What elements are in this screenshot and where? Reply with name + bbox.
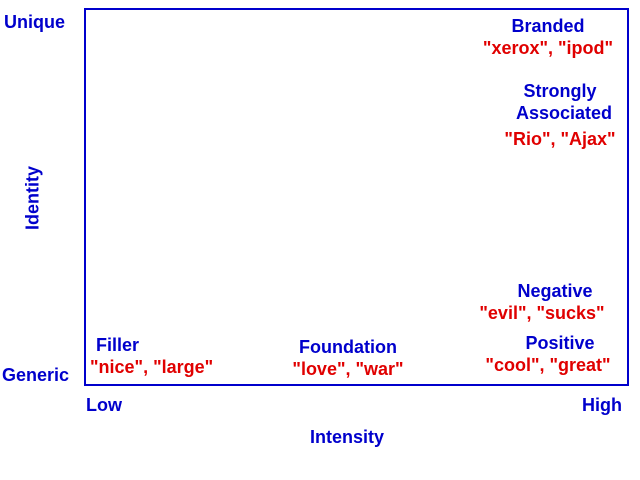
category-positive: Positive "cool", "great" [470, 332, 626, 376]
chart-frame [84, 8, 629, 386]
category-examples: "cool", "great" [485, 355, 611, 375]
category-name-line1: Strongly [523, 81, 597, 101]
category-name-line2: Associated [515, 103, 613, 123]
category-branded: Branded "xerox", "ipod" [468, 15, 628, 59]
y-axis-top-label: Unique [4, 12, 65, 32]
category-foundation: Foundation "love", "war" [270, 336, 426, 380]
category-filler: Filler "nice", "large" [90, 334, 213, 378]
category-strongly-associated: Strongly Associated "Rio", "Ajax" [490, 80, 630, 150]
category-examples: "xerox", "ipod" [482, 38, 614, 58]
y-axis-title: Identity [22, 165, 43, 231]
category-name: Foundation [299, 337, 397, 357]
category-examples: "evil", "sucks" [479, 303, 605, 323]
category-examples: "nice", "large" [90, 357, 214, 377]
category-examples: "Rio", "Ajax" [504, 129, 616, 149]
x-axis-title: Intensity [310, 427, 385, 447]
x-axis-right-label: High [582, 395, 622, 415]
x-axis-left-label: Low [86, 395, 122, 415]
category-name: Filler [96, 335, 140, 355]
category-examples: "love", "war" [292, 359, 404, 379]
category-name: Positive [525, 333, 595, 353]
category-name: Negative [517, 281, 593, 301]
y-axis-bottom-label: Generic [2, 365, 70, 385]
category-name: Branded [511, 16, 585, 36]
category-negative: Negative "evil", "sucks" [464, 280, 620, 324]
